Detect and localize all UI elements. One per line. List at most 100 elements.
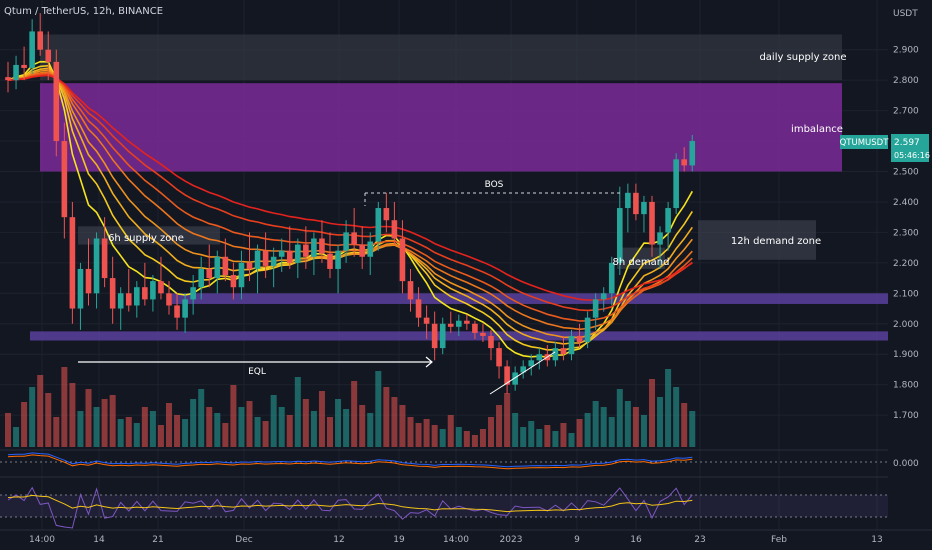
price-tick-0: 2.900 bbox=[893, 46, 919, 56]
volume-bar bbox=[584, 413, 591, 447]
volume-bar bbox=[431, 425, 438, 447]
time-tick-6: 14:00 bbox=[443, 535, 469, 545]
time-tick-2: 21 bbox=[152, 535, 163, 545]
axis-unit: USDT bbox=[893, 9, 918, 19]
volume-bar bbox=[29, 387, 36, 447]
candle-body bbox=[504, 366, 510, 385]
volume-bar bbox=[560, 423, 567, 447]
volume-bar bbox=[174, 415, 181, 447]
candle-body bbox=[415, 299, 422, 318]
time-tick-9: 16 bbox=[630, 535, 642, 545]
demand-12h-label: 12h demand zone bbox=[731, 236, 821, 247]
bos-label: BOS bbox=[485, 180, 504, 190]
volume-bar bbox=[198, 389, 205, 447]
eql-label: EQL bbox=[248, 367, 266, 377]
candle-body bbox=[238, 262, 245, 288]
volume-bar bbox=[689, 411, 696, 447]
volume-bar bbox=[286, 415, 293, 447]
price-axis: USDT 0.000 2.9002.8002.7002.6002.5002.40… bbox=[893, 9, 919, 469]
candle-body bbox=[166, 293, 172, 306]
signal-line bbox=[7, 454, 693, 470]
volume-bar bbox=[278, 407, 285, 447]
annotations: daily supply zone imbalance 6h supply zo… bbox=[78, 52, 847, 395]
candles bbox=[5, 13, 696, 394]
volume-bar bbox=[455, 427, 462, 447]
candle-body bbox=[625, 192, 631, 209]
price-tick-10: 1.900 bbox=[893, 350, 919, 360]
rsi-ma-line bbox=[7, 494, 693, 513]
candle-body bbox=[21, 64, 27, 68]
candle-body bbox=[109, 278, 116, 309]
volume-bar bbox=[109, 395, 116, 447]
volume-bars bbox=[5, 367, 696, 447]
ticker-badge: QTUMUSDT bbox=[840, 138, 890, 148]
candle-body bbox=[633, 192, 639, 215]
candle-body bbox=[447, 323, 454, 327]
time-tick-10: 23 bbox=[694, 535, 705, 545]
volume-bar bbox=[149, 411, 156, 447]
time-tick-12: 13 bbox=[871, 535, 882, 545]
volume-bar bbox=[512, 413, 519, 447]
volume-bar bbox=[488, 417, 494, 447]
demand-12h-zone bbox=[698, 220, 816, 260]
candle-body bbox=[383, 208, 390, 221]
candle-body bbox=[617, 208, 623, 263]
time-tick-0: 14:00 bbox=[29, 535, 55, 545]
volume-bar bbox=[544, 425, 551, 447]
candle-body bbox=[61, 141, 68, 218]
candle-body bbox=[431, 323, 438, 349]
volume-bar bbox=[166, 403, 172, 447]
demand-8h-label: 8h demand bbox=[613, 257, 670, 268]
volume-bar bbox=[447, 415, 454, 447]
volume-bar bbox=[600, 407, 607, 447]
candle-body bbox=[673, 159, 679, 209]
candle-body bbox=[190, 287, 196, 300]
volume-bar bbox=[504, 393, 511, 447]
volume-bar bbox=[238, 407, 245, 447]
volume-bar bbox=[649, 379, 655, 447]
time-tick-11: Feb bbox=[771, 535, 787, 545]
candle-body bbox=[681, 159, 687, 166]
candle-body bbox=[439, 323, 446, 349]
candle-body bbox=[13, 64, 19, 81]
candle-body bbox=[512, 372, 518, 385]
volume-bar bbox=[262, 421, 269, 447]
volume-bar bbox=[520, 427, 527, 447]
candle-body bbox=[456, 320, 462, 327]
volume-bar bbox=[592, 401, 599, 447]
candle-body bbox=[391, 220, 398, 239]
volume-bar bbox=[359, 405, 366, 447]
volume-bar bbox=[206, 407, 213, 447]
price-tick-12: 1.700 bbox=[893, 411, 919, 421]
price-tick-5: 2.400 bbox=[893, 198, 919, 208]
candle-body bbox=[85, 268, 92, 294]
time-tick-5: 19 bbox=[393, 535, 405, 545]
candle-body bbox=[77, 268, 84, 309]
time-tick-3: Dec bbox=[235, 535, 252, 545]
volume-bar bbox=[93, 407, 100, 447]
candle-body bbox=[568, 335, 575, 355]
candle-body bbox=[125, 293, 132, 306]
candle-body bbox=[657, 232, 663, 245]
volume-bar bbox=[77, 411, 84, 447]
supply-6h-label: 6h supply zone bbox=[108, 233, 184, 244]
price-tick-4: 2.500 bbox=[893, 168, 919, 178]
volume-bar bbox=[37, 375, 44, 447]
macd-line bbox=[7, 452, 693, 468]
candle-body bbox=[214, 256, 221, 279]
candle-body bbox=[295, 244, 301, 263]
candle-body bbox=[262, 250, 269, 266]
ema-line-40 bbox=[7, 73, 693, 312]
volume-bar bbox=[391, 397, 398, 447]
volume-bar bbox=[528, 421, 535, 447]
trend-line bbox=[489, 351, 556, 395]
volume-bar bbox=[463, 431, 470, 447]
current-price: 2.597 bbox=[894, 138, 920, 148]
candle-body bbox=[359, 244, 365, 257]
volume-bar bbox=[479, 429, 486, 447]
candle-body bbox=[327, 253, 333, 269]
volume-bar bbox=[182, 419, 189, 447]
volume-bar bbox=[222, 423, 229, 447]
candle-body bbox=[552, 348, 559, 361]
